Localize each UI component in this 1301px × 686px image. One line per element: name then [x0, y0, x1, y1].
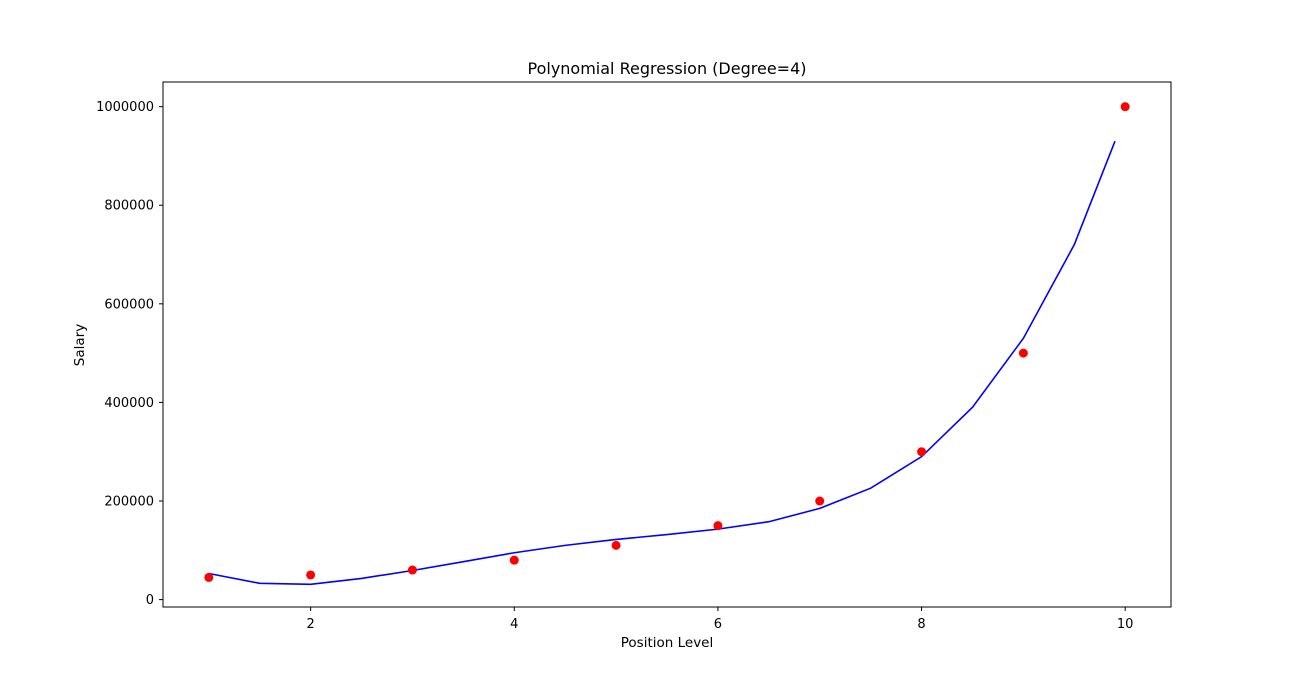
- x-tick-label: 6: [714, 617, 722, 632]
- x-tick-label: 4: [510, 617, 518, 632]
- data-point-9: [1018, 348, 1028, 358]
- y-tick-label: 400000: [104, 396, 154, 411]
- data-point-7: [815, 496, 825, 506]
- y-tick-label: 0: [146, 593, 154, 608]
- scatter-points-layer: [204, 102, 1130, 582]
- x-tick-label: 10: [1117, 617, 1134, 632]
- y-tick-label: 1000000: [96, 100, 154, 115]
- data-point-4: [509, 555, 519, 565]
- plot-area: [163, 82, 1171, 607]
- data-point-2: [306, 570, 316, 580]
- y-axis-label: Salary: [72, 324, 88, 366]
- y-axis-ticks: 0 200000 400000 600000 800000 1000000: [96, 100, 163, 608]
- x-axis-ticks: 2 4 6 8 10: [306, 607, 1133, 632]
- data-point-10: [1120, 102, 1130, 112]
- y-tick-label: 200000: [104, 495, 154, 510]
- data-point-1: [204, 572, 214, 582]
- x-tick-label: 8: [917, 617, 925, 632]
- y-tick-label: 800000: [104, 199, 154, 214]
- x-axis-label: Position Level: [621, 635, 714, 651]
- x-tick-label: 2: [306, 617, 314, 632]
- regression-curve-layer: [208, 140, 1116, 586]
- regression-curve-line: [208, 140, 1116, 586]
- y-tick-label: 600000: [104, 297, 154, 312]
- data-point-8: [917, 447, 927, 457]
- plot-frame: [162, 81, 1172, 608]
- data-point-6: [713, 521, 723, 531]
- data-point-3: [407, 565, 417, 575]
- data-point-5: [611, 540, 621, 550]
- chart-title: Polynomial Regression (Degree=4): [528, 59, 807, 78]
